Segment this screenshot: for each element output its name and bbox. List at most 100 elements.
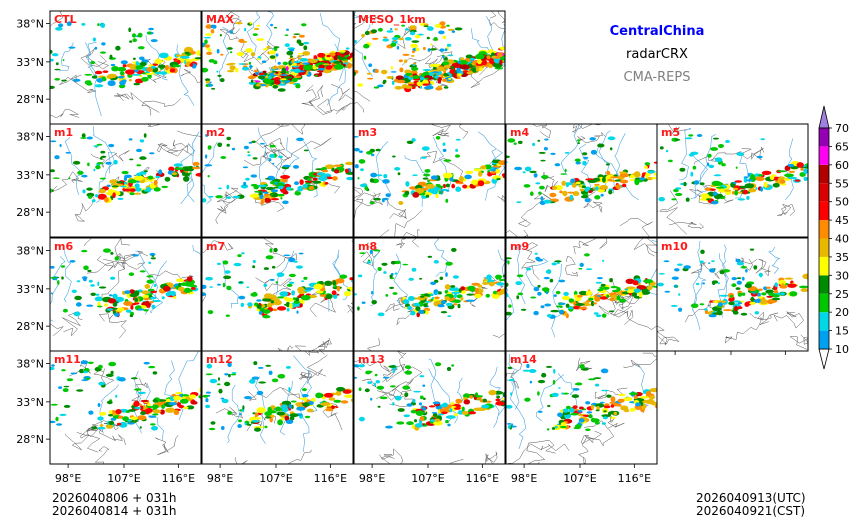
echo-cell [273, 247, 278, 253]
echo-cell [77, 170, 84, 175]
echo-cell [437, 79, 442, 84]
echo-cell [109, 179, 118, 184]
echo-cell [159, 71, 168, 75]
echo-cell [716, 193, 724, 199]
river [218, 27, 230, 82]
echo-cell [587, 179, 598, 183]
echo-cell [226, 63, 234, 66]
echo-cell [390, 71, 397, 73]
echo-cell [83, 265, 89, 271]
echo-cell [276, 411, 286, 416]
echo-cell [735, 258, 741, 263]
y-tick-label: 28°N [16, 93, 44, 106]
echo-cell [229, 51, 233, 54]
echo-cell [286, 50, 294, 56]
echo-cell [270, 67, 278, 69]
panel-label: m2 [206, 126, 225, 139]
echo-cell [245, 48, 253, 53]
echo-cell [61, 369, 66, 372]
x-tick-label: 107°E [411, 472, 444, 485]
echo-cell [382, 38, 390, 42]
echo-cell [254, 412, 259, 418]
echo-cell [803, 176, 808, 181]
echo-cell [125, 410, 130, 414]
echo-cell [336, 387, 346, 392]
echo-cell [324, 181, 329, 185]
echo-cell [498, 160, 505, 165]
echo-cell [506, 155, 510, 159]
echo-cell [346, 62, 352, 69]
province-boundary [180, 68, 201, 84]
echo-cell [606, 394, 612, 398]
echo-cell [291, 290, 295, 296]
echo-cell [106, 308, 114, 311]
echo-cell [732, 191, 735, 195]
echo-cell [270, 189, 279, 193]
echo-cell [717, 302, 724, 307]
echo-cell [51, 189, 54, 192]
echo-cell [79, 368, 84, 374]
echo-cell [282, 61, 288, 66]
echo-cell [280, 196, 283, 200]
echo-cell [58, 386, 63, 389]
echo-cell [730, 294, 734, 298]
echo-cell [154, 58, 162, 65]
province-boundary [657, 325, 680, 346]
echo-cell [146, 406, 154, 408]
echo-cell [269, 153, 275, 158]
echo-cell [465, 170, 474, 174]
panel-label: m14 [510, 353, 537, 366]
echo-cell [297, 52, 304, 55]
echo-cell [553, 368, 556, 374]
echo-cell [168, 402, 178, 406]
x-tick-label: 98°E [207, 472, 233, 485]
echo-cell [693, 180, 700, 185]
river [510, 381, 527, 450]
province-boundary [94, 446, 110, 464]
echo-cell [57, 23, 64, 28]
echo-cell [205, 373, 213, 376]
echo-cell [123, 181, 128, 185]
echo-cell [123, 176, 128, 181]
echo-cell [582, 152, 588, 156]
echo-cell [50, 276, 57, 279]
echo-cell [434, 75, 439, 79]
echo-cell [787, 283, 797, 288]
echo-cell [316, 70, 326, 73]
echo-cell [482, 398, 487, 403]
panel-m13: m13 [353, 350, 506, 465]
echo-cell [205, 391, 211, 394]
echo-cell [504, 65, 505, 67]
echo-cell [255, 84, 261, 87]
echo-cell [293, 33, 301, 35]
province-boundary [396, 238, 419, 249]
echo-cell [475, 53, 485, 60]
echo-cell [732, 311, 739, 315]
echo-cell [392, 368, 395, 374]
echo-cell [70, 372, 78, 375]
colorbar-segment [819, 256, 829, 276]
echo-cell [516, 295, 520, 300]
echo-cell [757, 292, 761, 297]
echo-cell [602, 176, 606, 183]
echo-cell [133, 400, 140, 407]
echo-cell [696, 282, 700, 286]
province-boundary [277, 345, 306, 351]
echo-cell [297, 55, 301, 57]
echo-cell [442, 184, 446, 188]
echo-cell [288, 273, 296, 278]
echo-cell [346, 176, 353, 181]
echo-cell [584, 253, 590, 257]
province-boundary [520, 242, 540, 280]
echo-cell [115, 409, 122, 415]
echo-cell [560, 173, 567, 175]
echo-cell [275, 71, 279, 74]
echo-cell [105, 373, 114, 377]
echo-cell [151, 426, 158, 431]
echo-cell [284, 34, 289, 36]
river [648, 239, 657, 295]
echo-cell [304, 289, 312, 292]
echo-cell [95, 194, 99, 198]
echo-cell [587, 378, 596, 381]
panel-label: m12 [206, 353, 233, 366]
